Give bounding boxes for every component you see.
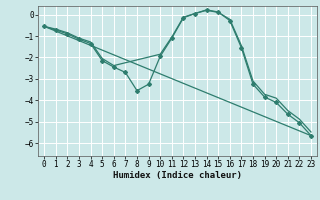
X-axis label: Humidex (Indice chaleur): Humidex (Indice chaleur) bbox=[113, 171, 242, 180]
